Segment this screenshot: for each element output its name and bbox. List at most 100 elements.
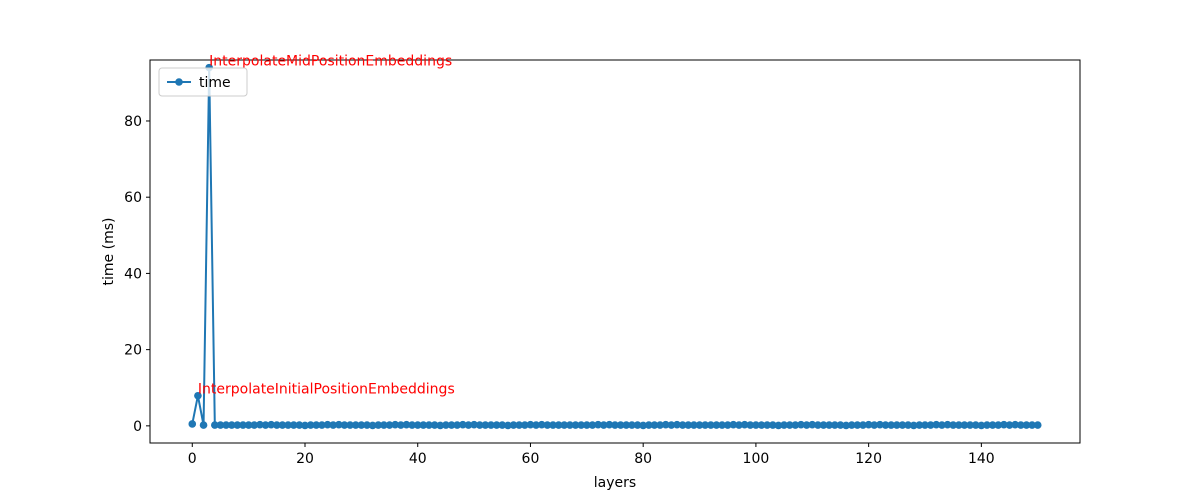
data-point	[938, 421, 946, 429]
data-point	[244, 421, 253, 429]
data-point	[842, 421, 850, 430]
data-point	[684, 421, 693, 429]
plot-frame	[149, 59, 1081, 444]
y-tick-label: 60	[124, 190, 142, 206]
data-point	[639, 421, 647, 430]
data-point	[554, 421, 563, 429]
data-point	[628, 421, 636, 429]
data-point	[413, 421, 422, 429]
x-tick-label: 60	[522, 451, 540, 467]
data-point	[464, 421, 473, 429]
legend: time	[158, 67, 248, 97]
data-point	[566, 421, 574, 429]
data-point	[791, 421, 800, 429]
data-point	[673, 420, 681, 429]
data-point	[504, 421, 512, 430]
data-point	[723, 421, 732, 429]
data-point	[645, 421, 653, 429]
data-point	[988, 421, 997, 429]
x-axis: 0 20 40 60 80 100 120 140	[188, 443, 995, 467]
data-point	[402, 420, 411, 429]
data-point	[211, 421, 219, 429]
data-point	[385, 421, 394, 429]
data-point	[1028, 421, 1036, 429]
data-point	[278, 421, 287, 429]
data-point	[701, 421, 709, 429]
data-point	[284, 421, 292, 429]
data-point	[549, 421, 557, 429]
data-point	[605, 420, 614, 429]
data-point	[408, 421, 416, 429]
data-point	[227, 421, 236, 429]
legend-label: time	[199, 75, 231, 91]
data-point	[943, 420, 952, 429]
data-point	[695, 421, 704, 429]
data-point	[814, 421, 822, 429]
data-point	[853, 421, 862, 429]
data-point	[329, 421, 337, 429]
data-point	[718, 421, 726, 429]
data-point	[459, 420, 467, 429]
data-point	[650, 421, 659, 429]
data-point	[757, 421, 766, 429]
data-point	[994, 421, 1003, 429]
data-point	[357, 421, 366, 429]
data-point	[893, 421, 901, 429]
data-point	[475, 421, 484, 429]
data-point	[661, 420, 670, 429]
data-point	[898, 421, 907, 429]
x-tick-label: 120	[855, 451, 882, 467]
data-point	[887, 421, 895, 429]
data-point	[222, 421, 230, 429]
data-point	[774, 421, 783, 430]
data-point	[487, 421, 495, 429]
data-point	[656, 421, 664, 429]
annotation-label: InterpolateMidPositionEmbeddings	[209, 54, 452, 70]
data-point	[532, 421, 540, 429]
x-tick-label: 80	[634, 451, 652, 467]
data-point	[289, 421, 298, 429]
annotations: InterpolateInitialPositionEmbeddings Inte…	[198, 54, 455, 398]
data-point	[932, 420, 941, 429]
data-point	[318, 421, 326, 429]
data-point	[599, 421, 608, 429]
data-point	[492, 421, 501, 429]
data-point	[909, 421, 918, 430]
data-point	[735, 421, 743, 429]
data-point	[825, 421, 833, 429]
data-point	[301, 421, 309, 430]
data-point	[588, 421, 597, 429]
data-point	[752, 421, 760, 429]
data-point	[864, 420, 873, 429]
data-point	[859, 421, 867, 429]
data-point	[594, 420, 602, 429]
x-axis-label: layers	[594, 475, 636, 491]
data-point	[363, 421, 371, 429]
data-point	[707, 421, 715, 429]
data-point	[729, 420, 738, 429]
legend-box	[158, 67, 248, 97]
data-point	[442, 421, 450, 429]
data-point	[836, 421, 845, 429]
data-point	[1022, 421, 1031, 429]
data-point	[543, 421, 552, 429]
data-point	[188, 420, 197, 428]
data-point	[1033, 421, 1042, 429]
data-point	[870, 421, 879, 429]
data-point	[273, 421, 281, 429]
data-point	[256, 420, 264, 429]
data-point	[983, 421, 991, 429]
data-point	[323, 420, 332, 429]
data-point	[977, 421, 986, 430]
data-point	[526, 420, 535, 429]
data-point	[831, 421, 839, 429]
x-tick-label: 0	[188, 451, 197, 467]
data-point	[425, 421, 433, 429]
data-point	[397, 421, 405, 429]
x-tick-label: 100	[743, 451, 770, 467]
data-point	[306, 421, 315, 429]
y-tick-label: 40	[124, 266, 142, 282]
data-point	[616, 421, 625, 429]
data-point	[447, 421, 456, 429]
